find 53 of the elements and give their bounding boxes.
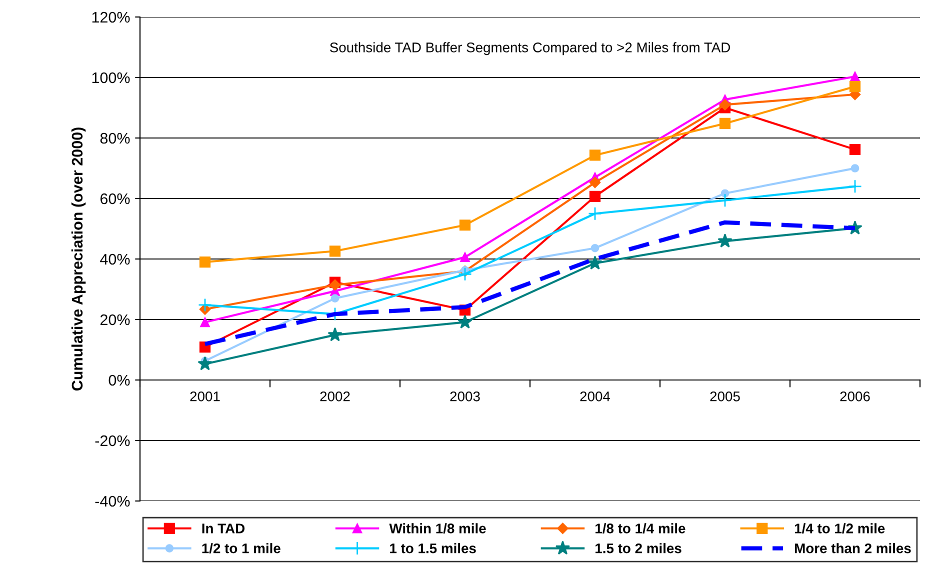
legend-label: 1 to 1.5 miles	[390, 543, 476, 554]
y-tick-label: 120%	[92, 12, 130, 23]
point	[718, 234, 732, 248]
point	[849, 144, 861, 156]
point	[718, 193, 732, 208]
point	[328, 327, 342, 342]
y-axis-title: Cumulative Appreciation (over 2000)	[71, 128, 86, 391]
y-tick-label: 0%	[108, 374, 130, 386]
point	[459, 220, 471, 231]
point	[198, 356, 212, 370]
point	[589, 176, 601, 188]
x-tick-label: 2006	[840, 391, 870, 402]
x-tick-label: 2004	[580, 391, 610, 402]
point	[720, 189, 730, 198]
y-tick-label: 20%	[100, 314, 130, 326]
point	[589, 190, 601, 202]
legend-label: Within 1/8 mile	[389, 523, 486, 534]
point	[719, 118, 731, 130]
point	[719, 99, 731, 110]
x-tick-label: 2001	[190, 391, 220, 402]
x-tick-label: 2005	[710, 391, 740, 402]
legend-label: 1/4 to 1/2 mile	[794, 523, 885, 534]
x-tick-label: 2003	[450, 391, 480, 402]
y-tick-label: 80%	[100, 132, 130, 144]
point	[848, 179, 862, 194]
text: Southside TAD Buffer Segments Compared to >2 Miles from TAD	[330, 42, 730, 56]
y-tick-label: 40%	[100, 254, 130, 265]
point	[589, 150, 601, 161]
point	[588, 256, 602, 270]
legend-label: In TAD	[202, 524, 245, 534]
y-tick-label: 100%	[92, 72, 130, 84]
point	[198, 298, 212, 312]
point	[590, 244, 600, 252]
legend-label: 1.5 to 2 miles	[596, 543, 682, 554]
point	[849, 81, 861, 92]
point	[200, 317, 210, 328]
point	[850, 72, 860, 82]
point	[329, 279, 341, 291]
point	[199, 256, 211, 268]
legend-label: More than 2 miles	[795, 543, 911, 554]
point	[329, 246, 341, 257]
y-tick-label: -20%	[95, 435, 130, 446]
legend-label: 1/8 to 1/4 mile	[596, 523, 686, 534]
point	[460, 252, 470, 262]
point	[458, 267, 472, 282]
point	[458, 314, 472, 329]
point	[850, 164, 860, 172]
legend-label: 1/2 to 1 mile	[202, 543, 280, 554]
x-tick-label: 2002	[320, 391, 350, 402]
point	[330, 294, 340, 302]
point	[588, 206, 602, 221]
y-tick-label: -40%	[95, 496, 130, 507]
y-tick-label: 60%	[100, 193, 130, 204]
